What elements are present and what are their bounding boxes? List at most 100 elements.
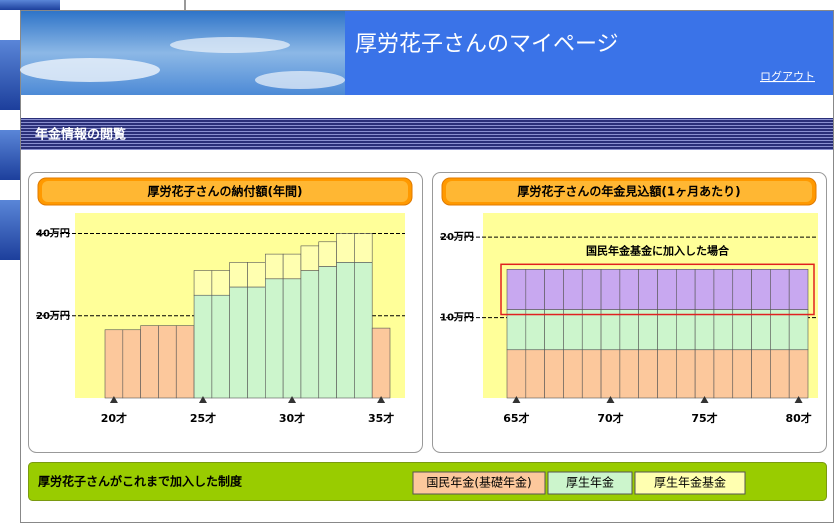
x-tick-label: 80才	[785, 411, 811, 425]
side-tab[interactable]	[0, 130, 20, 180]
x-tick-label: 25才	[190, 411, 216, 425]
bar-segment	[123, 330, 141, 398]
cloud	[255, 71, 345, 89]
legend-label: 国民年金(基礎年金)	[426, 475, 531, 490]
bar-segment	[620, 269, 639, 309]
bar-segment	[752, 310, 771, 350]
x-tick-label: 70才	[597, 411, 623, 425]
bar-segment	[230, 287, 248, 398]
bar-segment	[695, 310, 714, 350]
bar-segment	[372, 328, 390, 398]
bar-segment	[770, 310, 789, 350]
bar-segment	[507, 350, 526, 398]
x-tick-label: 30才	[279, 411, 305, 425]
page: 厚労花子さんのマイページ ログアウト 年金情報の閲覧 厚労花子さんがこれまで加入…	[0, 0, 834, 527]
logout-link[interactable]: ログアウト	[760, 69, 815, 83]
side-tab[interactable]	[0, 40, 20, 110]
bar-segment	[639, 310, 658, 350]
cloud	[20, 58, 160, 82]
bar-segment	[714, 269, 733, 309]
x-tick-label: 20才	[101, 411, 127, 425]
bar-segment	[563, 269, 582, 309]
y-tick-label: 20万円	[36, 310, 70, 322]
chart-title: 厚労花子さんの納付額(年間)	[148, 184, 303, 199]
annotation: 国民年金基金に加入した場合	[586, 243, 730, 257]
bar-segment	[158, 326, 176, 398]
page-title: 厚労花子さんのマイページ	[355, 32, 619, 57]
screen: 厚労花子さんのマイページ ログアウト 年金情報の閲覧 厚労花子さんがこれまで加入…	[0, 0, 834, 523]
bar-segment	[545, 310, 564, 350]
bar-segment	[337, 262, 355, 398]
x-tick-label: 35才	[368, 411, 394, 425]
bar-segment	[230, 262, 248, 287]
y-tick-label: 40万円	[36, 228, 70, 240]
bar-segment	[526, 350, 545, 398]
bar-segment	[354, 234, 372, 263]
bar-segment	[248, 287, 266, 398]
section-bar	[21, 118, 833, 150]
bar-segment	[676, 269, 695, 309]
bar-segment	[545, 350, 564, 398]
bar-segment	[733, 310, 752, 350]
y-tick-label: 20万円	[440, 231, 474, 243]
bar-segment	[601, 350, 620, 398]
bar-segment	[658, 350, 677, 398]
bar-segment	[301, 271, 319, 398]
bar-segment	[695, 269, 714, 309]
cloud	[170, 37, 290, 53]
bar-segment	[212, 271, 230, 296]
bar-segment	[526, 269, 545, 309]
bar-segment	[658, 310, 677, 350]
bar-segment	[563, 310, 582, 350]
bar-segment	[194, 271, 212, 296]
bar-segment	[563, 350, 582, 398]
side-tab[interactable]	[0, 200, 20, 260]
bar-segment	[265, 254, 283, 279]
bar-segment	[733, 269, 752, 309]
bar-segment	[770, 269, 789, 309]
y-tick-label: 10万円	[440, 312, 474, 324]
bar-segment	[639, 350, 658, 398]
side-tab[interactable]	[0, 0, 60, 10]
bar-segment	[507, 269, 526, 309]
bar-segment	[319, 266, 337, 398]
bar-segment	[194, 295, 212, 398]
bar-segment	[582, 350, 601, 398]
bar-segment	[265, 279, 283, 398]
bar-segment	[658, 269, 677, 309]
bar-segment	[752, 350, 771, 398]
x-tick-label: 75才	[691, 411, 717, 425]
bar-segment	[714, 310, 733, 350]
bar-segment	[301, 246, 319, 271]
bar-segment	[283, 254, 301, 279]
bar-segment	[752, 269, 771, 309]
bar-segment	[526, 310, 545, 350]
bar-segment	[676, 350, 695, 398]
bar-segment	[601, 310, 620, 350]
legend-label: 厚生年金基金	[654, 475, 726, 490]
bar-segment	[639, 269, 658, 309]
bar-segment	[545, 269, 564, 309]
x-tick-label: 65才	[503, 411, 529, 425]
bar-segment	[601, 269, 620, 309]
bar-segment	[582, 269, 601, 309]
bar-segment	[582, 310, 601, 350]
bar-segment	[248, 262, 266, 287]
bar-segment	[141, 326, 159, 398]
bar-segment	[714, 350, 733, 398]
chart-title: 厚労花子さんの年金見込額(1ヶ月あたり)	[517, 184, 740, 199]
bar-segment	[695, 350, 714, 398]
section-title: 年金情報の閲覧	[35, 127, 126, 143]
bar-segment	[176, 326, 194, 398]
bar-segment	[337, 234, 355, 263]
bar-segment	[105, 330, 123, 398]
bar-segment	[354, 262, 372, 398]
bar-segment	[319, 242, 337, 267]
bar-segment	[770, 350, 789, 398]
bar-segment	[789, 269, 808, 309]
bar-segment	[620, 310, 639, 350]
system-title: 厚労花子さんがこれまで加入した制度	[38, 474, 243, 489]
legend-label: 厚生年金	[566, 475, 614, 490]
bar-segment	[676, 310, 695, 350]
bar-segment	[283, 279, 301, 398]
